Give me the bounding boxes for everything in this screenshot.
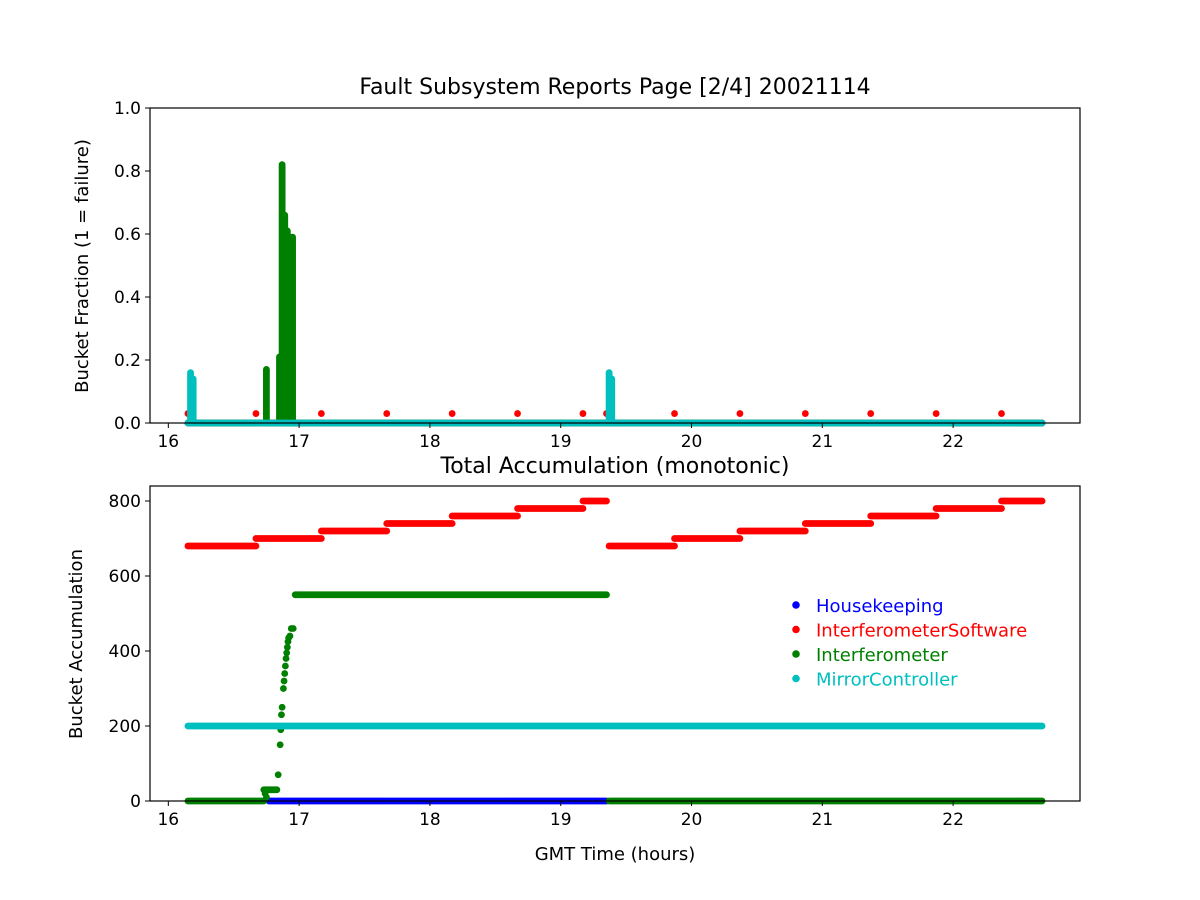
x-tick-label: 20 <box>681 432 703 452</box>
accumulation-y-ticks: 0 200 400 600 800 <box>109 492 150 812</box>
x-tick-label: 17 <box>288 432 310 452</box>
y-tick-label: 0 <box>130 792 141 812</box>
fraction-y-axis-label: Bucket Fraction (1 = failure) <box>72 139 93 393</box>
series-mirrorcontroller <box>184 369 1046 427</box>
y-tick-label: 0.6 <box>114 225 141 245</box>
x-tick-label: 17 <box>288 810 310 830</box>
data-point <box>281 662 289 670</box>
data-point <box>867 410 875 417</box>
data-point <box>317 410 325 417</box>
data-point <box>383 410 391 417</box>
data-point <box>932 410 940 417</box>
y-tick-label: 600 <box>109 567 141 587</box>
data-point <box>274 771 282 779</box>
data-point <box>282 655 290 662</box>
data-point <box>278 703 286 711</box>
accumulation-x-ticks: 16 17 18 19 20 21 22 <box>157 801 964 830</box>
data-point <box>579 410 587 417</box>
legend-label: Interferometer <box>816 645 948 666</box>
legend-label: Housekeeping <box>816 596 944 617</box>
x-tick-label: 21 <box>812 810 834 830</box>
series-interferometersoftware <box>184 497 1046 550</box>
data-point <box>280 685 287 692</box>
x-tick-label: 16 <box>157 432 179 452</box>
accumulation-chart-title: Total Accumulation (monotonic) <box>440 454 790 479</box>
fraction-axes-frame <box>149 107 1081 424</box>
data-point <box>671 410 678 417</box>
y-tick-label: 1.0 <box>114 99 141 119</box>
y-tick-label: 200 <box>109 717 141 737</box>
data-point <box>736 410 744 417</box>
data-point <box>278 711 285 719</box>
x-tick-label: 19 <box>550 810 572 830</box>
data-point <box>252 410 260 417</box>
legend-label: MirrorController <box>816 670 958 691</box>
data-point <box>276 741 284 749</box>
y-tick-label: 0.4 <box>114 288 141 308</box>
x-tick-label: 18 <box>419 432 441 452</box>
y-tick-label: 0.0 <box>114 414 141 434</box>
data-point <box>801 410 809 417</box>
legend-marker <box>792 601 800 609</box>
accumulation-legend: Housekeeping InterferometerSoftware Interf… <box>792 596 1027 691</box>
x-tick-label: 22 <box>942 432 964 452</box>
data-point <box>263 793 270 801</box>
x-tick-label: 21 <box>812 432 834 452</box>
legend-label: InterferometerSoftware <box>816 621 1027 642</box>
accumulation-chart: 16 17 18 19 20 21 22 0 200 400 600 800 Total Accum… <box>66 454 1081 865</box>
x-tick-label: 22 <box>942 810 964 830</box>
fraction-x-ticks: 16 17 18 19 20 21 22 <box>157 423 964 452</box>
x-tick-label: 18 <box>419 810 441 830</box>
x-tick-label: 16 <box>157 810 179 830</box>
legend-marker <box>792 650 800 658</box>
data-point <box>289 625 297 632</box>
x-tick-label: 20 <box>681 810 703 830</box>
accumulation-x-axis-label: GMT Time (hours) <box>535 844 696 865</box>
data-point <box>286 632 294 640</box>
y-tick-label: 0.8 <box>114 162 141 182</box>
y-tick-label: 400 <box>109 642 141 662</box>
fraction-marks <box>184 161 1046 427</box>
x-tick-label: 19 <box>550 432 572 452</box>
fraction-chart-title: Fault Subsystem Reports Page [2/4] 20021… <box>359 75 870 100</box>
legend-marker <box>792 625 800 634</box>
data-point <box>280 677 288 685</box>
data-point <box>514 410 521 417</box>
legend-marker <box>792 674 800 683</box>
accumulation-y-axis-label: Bucket Accumulation <box>66 549 87 739</box>
accumulation-axes-frame <box>149 485 1081 802</box>
y-tick-label: 0.2 <box>114 351 141 371</box>
fraction-y-ticks: 0.0 0.2 0.4 0.6 0.8 1.0 <box>114 99 150 434</box>
y-tick-label: 800 <box>109 492 141 512</box>
data-point <box>283 643 291 651</box>
data-point <box>448 410 456 417</box>
data-point <box>281 670 289 677</box>
fraction-chart: 16 17 18 19 20 21 22 0.0 0.2 0.4 0.6 0.8 1.0 Fault … <box>72 75 1081 452</box>
data-point <box>998 410 1005 417</box>
data-point <box>283 649 291 657</box>
